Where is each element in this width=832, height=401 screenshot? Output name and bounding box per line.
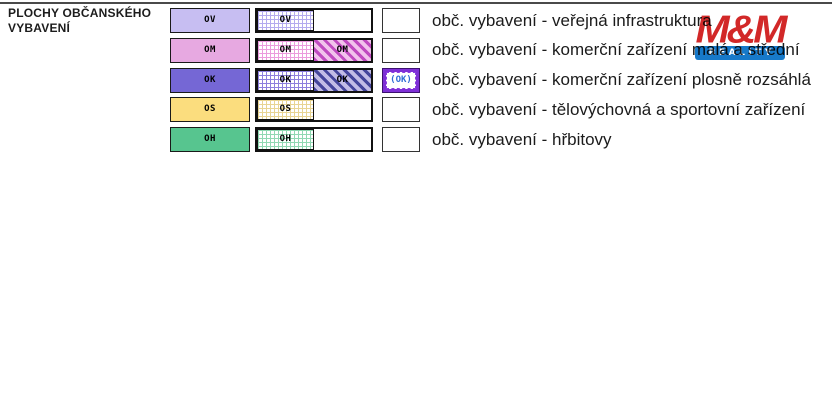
solid-zone-swatch: OS — [170, 97, 250, 123]
legend-row: OH OH obč. vybavení - hřbitovy — [0, 127, 832, 152]
zone-code-label: OM — [279, 44, 292, 55]
mm-logo-wordmark: M&M — [695, 7, 788, 51]
solid-zone-swatch: OM — [170, 37, 250, 63]
zone-code-label: OK — [204, 74, 216, 85]
zone-description-label: obč. vybavení - tělovýchovná a sportovní… — [432, 99, 806, 119]
overlay-slot — [382, 97, 420, 123]
overlay-slot — [382, 8, 420, 33]
stripe-pattern-half: OK — [314, 69, 371, 91]
zone-code-label: OH — [279, 134, 292, 144]
zone-description-label: obč. vybavení - hřbitovy — [432, 129, 612, 149]
grid-pattern-half: OS — [257, 99, 314, 121]
page-title: PLOCHY OBČANSKÉHO VYBAVENÍ — [8, 6, 168, 36]
overlay-slot — [382, 127, 420, 152]
legend-row: OM OM OM obč. vybavení - komerční zaříze… — [0, 37, 832, 63]
pattern-zone-swatch: OM OM — [255, 37, 373, 63]
solid-zone-swatch: OH — [170, 127, 250, 152]
pattern-zone-swatch: OV — [255, 8, 373, 33]
grid-pattern-half: OK — [257, 69, 314, 91]
zone-code-label: OS — [204, 104, 216, 115]
special-overlay-box: (OK) — [382, 67, 420, 93]
pattern-zone-swatch: OK OK — [255, 67, 373, 93]
special-overlay-inner: (OK) — [386, 71, 416, 89]
zone-code-label: OH — [204, 134, 216, 144]
grid-pattern-half: OV — [257, 10, 314, 31]
stripe-pattern-half: OM — [314, 39, 371, 61]
zone-description-label: obč. vybavení - veřejná infrastruktura — [432, 10, 712, 30]
overlay-slot: (OK) — [382, 67, 420, 93]
zone-code-label: OM — [336, 44, 349, 55]
stripe-pattern-half — [314, 129, 371, 150]
zone-description-label: obč. vybavení - komerční zařízení plosně… — [432, 70, 811, 89]
empty-overlay-box — [382, 8, 420, 33]
solid-zone-swatch: OK — [170, 67, 250, 93]
mm-logo-reality-bar: REALITY — [695, 46, 785, 60]
empty-overlay-box — [382, 127, 420, 152]
special-overlay-code-label: (OK) — [390, 75, 412, 85]
legend-rows: OV OV obč. vybavení - veřejná infrastruk… — [0, 0, 832, 170]
zone-code-label: OV — [204, 15, 216, 25]
zone-code-label: OK — [336, 74, 349, 85]
overlay-slot — [382, 37, 420, 63]
empty-overlay-box — [382, 97, 420, 123]
grid-pattern-half: OH — [257, 129, 314, 150]
legend-row: OV OV obč. vybavení - veřejná infrastruk… — [0, 8, 832, 33]
legend-row: OK OK OK (OK) obč. vybavení - komerční z… — [0, 67, 832, 93]
mm-reality-logo: M&M REALITY — [690, 7, 790, 63]
pattern-zone-swatch: OH — [255, 127, 373, 152]
top-divider-line — [0, 2, 832, 4]
empty-overlay-box — [382, 37, 420, 63]
grid-pattern-half: OM — [257, 39, 314, 61]
solid-zone-swatch: OV — [170, 8, 250, 33]
pattern-zone-swatch: OS — [255, 97, 373, 123]
zone-code-label: OS — [279, 104, 292, 115]
page-title-line2: VYBAVENÍ — [8, 21, 71, 35]
stripe-pattern-half — [314, 99, 371, 121]
zone-code-label: OV — [279, 15, 292, 25]
stripe-pattern-half — [314, 10, 371, 31]
zone-code-label: OK — [279, 74, 292, 85]
zone-code-label: OM — [204, 44, 216, 55]
legend-row: OS OS obč. vybavení - tělovýchovná a spo… — [0, 97, 832, 123]
page-title-line1: PLOCHY OBČANSKÉHO — [8, 6, 152, 20]
